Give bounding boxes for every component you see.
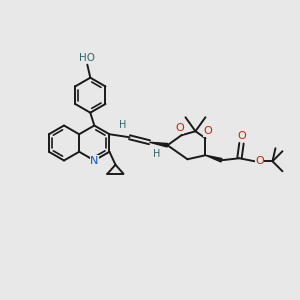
Text: O: O bbox=[255, 156, 264, 166]
Text: O: O bbox=[203, 126, 212, 136]
Text: N: N bbox=[90, 155, 98, 166]
Text: HO: HO bbox=[79, 53, 95, 63]
Text: O: O bbox=[237, 131, 246, 141]
Polygon shape bbox=[206, 155, 222, 162]
Polygon shape bbox=[149, 142, 168, 147]
Text: H: H bbox=[119, 120, 126, 130]
Text: H: H bbox=[153, 149, 160, 159]
Text: O: O bbox=[175, 123, 184, 133]
